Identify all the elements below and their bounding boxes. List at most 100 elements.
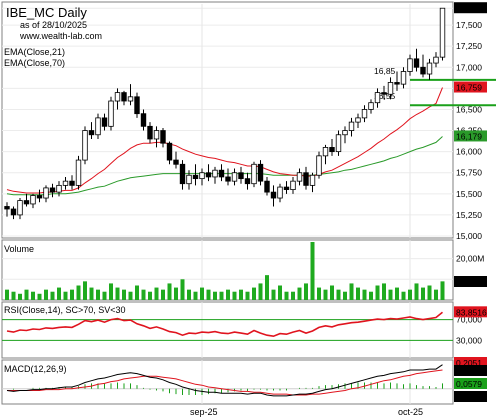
ema21-line	[6, 87, 443, 194]
price-tick-label: 16,500	[456, 104, 482, 114]
candle	[348, 121, 355, 131]
support-level-label: 16,55	[374, 91, 396, 101]
x-tick-label: oct-25	[398, 407, 423, 417]
candle	[342, 130, 348, 136]
price-panel	[1, 1, 454, 239]
price-tick-label: 15,000	[456, 231, 482, 241]
watermark: www.wealth-lab.com	[19, 31, 102, 41]
volume-bar	[193, 291, 198, 300]
candle	[192, 174, 199, 180]
volume-bar	[148, 291, 152, 300]
volume-bar	[89, 287, 94, 300]
volume-bar	[278, 285, 282, 300]
volume-bar	[102, 291, 107, 300]
volume-bar	[135, 285, 139, 300]
candle	[108, 100, 114, 127]
macd-signal-label: 0,0579	[456, 379, 482, 389]
candle	[413, 58, 420, 68]
volume-last-label-bg	[454, 276, 487, 287]
price-tick-label: 15,250	[456, 210, 482, 220]
volume-bar	[200, 287, 204, 300]
macd-legend: MACD(12,26,9)	[4, 364, 67, 374]
candle	[101, 117, 108, 127]
volume-bar	[369, 291, 373, 300]
macd-signal-label-bg	[454, 378, 487, 389]
candle	[212, 169, 218, 178]
rsi-panel	[1, 301, 454, 359]
candle	[166, 142, 173, 161]
volume-bar	[323, 289, 328, 300]
candle	[134, 96, 140, 115]
candle	[179, 163, 186, 185]
volume-bar	[219, 291, 224, 300]
volume-legend: Volume	[4, 244, 34, 254]
price-tick-label: 17,250	[456, 41, 482, 51]
ema70-line	[6, 136, 443, 196]
candle	[62, 180, 69, 186]
candle	[173, 159, 179, 165]
volume-last-label: 8,59 M	[456, 277, 482, 287]
macd-line	[6, 364, 443, 397]
volume-bar	[297, 287, 302, 300]
candle	[186, 174, 192, 185]
candle	[361, 109, 368, 119]
candle	[407, 58, 413, 72]
volume-bar	[50, 291, 55, 300]
volume-bar	[434, 289, 438, 300]
candle	[251, 163, 257, 185]
volume-bar	[167, 283, 172, 300]
candle	[270, 191, 277, 199]
volume-bar	[128, 291, 133, 300]
macd-top-label-bg	[454, 357, 487, 368]
candle	[147, 125, 153, 140]
price-tick-label: 17,000	[456, 62, 482, 72]
candle	[296, 172, 303, 182]
volume-bar	[57, 287, 61, 300]
candle	[30, 195, 36, 205]
volume-bar	[109, 283, 113, 300]
candle	[283, 186, 290, 191]
ema70-legend: EMA(Close,70)	[4, 58, 65, 68]
candle	[264, 180, 270, 193]
volume-bar	[265, 275, 269, 300]
volume-bar	[349, 283, 354, 300]
macd-zero-label: 0,0000	[456, 392, 482, 402]
candle	[121, 92, 127, 102]
candle	[290, 180, 296, 190]
candle	[160, 130, 166, 144]
volume-bar	[271, 289, 276, 300]
volume-bar	[310, 242, 315, 300]
volume-bar	[11, 291, 16, 300]
candle	[303, 172, 309, 186]
ema21-legend: EMA(Close,21)	[4, 47, 65, 57]
candle	[329, 147, 335, 153]
candle	[49, 187, 56, 193]
volume-bar	[414, 283, 419, 300]
ema70-value-label-bg	[454, 130, 487, 142]
volume-bar	[37, 293, 42, 300]
volume-bar	[304, 283, 308, 300]
candle	[374, 92, 381, 104]
candle	[225, 176, 231, 182]
candle	[355, 117, 361, 123]
rsi-last-label: 83,8516	[456, 307, 487, 317]
macd-last-label-bg	[454, 365, 487, 376]
price-tick-label: 15,750	[456, 168, 482, 178]
macd-signal-line	[7, 369, 443, 396]
volume-bar	[96, 289, 100, 300]
volume-tick-label: 20,00M	[456, 254, 484, 264]
volume-bar	[213, 291, 217, 300]
candle	[244, 178, 251, 185]
volume-bar	[440, 281, 445, 300]
candle	[381, 92, 387, 95]
price-tick-label: 15,500	[456, 189, 482, 199]
candle	[394, 82, 400, 85]
volume-bar	[395, 287, 399, 300]
macd-last-label: 0,2714	[456, 366, 482, 376]
x-tick-label: sep-25	[190, 407, 218, 417]
ema21-value-label: 16,759	[456, 83, 482, 93]
volume-bar	[154, 287, 159, 300]
candle	[17, 200, 23, 216]
candle	[316, 155, 322, 176]
